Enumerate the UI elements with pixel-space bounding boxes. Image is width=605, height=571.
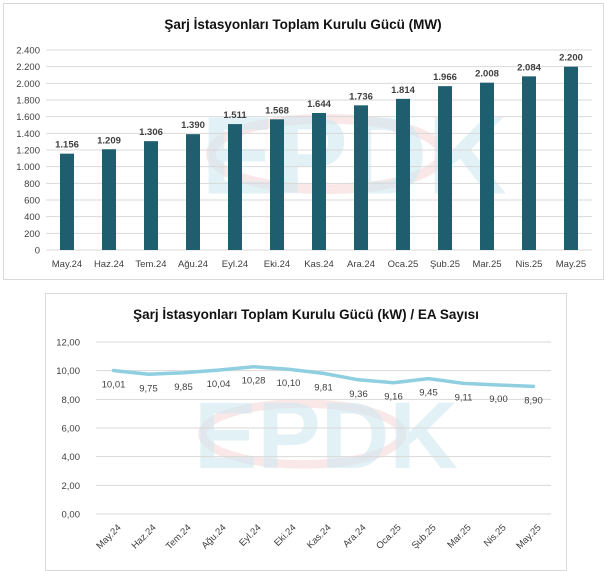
bar-value-label: 2.084 [517, 62, 541, 73]
bar-value-label: 1.390 [181, 120, 205, 131]
y-tick-label: 2.200 [16, 62, 40, 73]
x-tick-label: Şub.25 [430, 259, 460, 270]
series-line [111, 364, 536, 389]
bar-chart-svg: EPDK Şarj İstasyonları Toplam Kurulu Güc… [16, 17, 592, 270]
x-tick-label: May.24 [94, 522, 123, 551]
y-tick-label: 2,00 [62, 481, 81, 492]
bar [438, 86, 452, 251]
bar-value-label: 1.644 [307, 99, 331, 110]
point-value-label: 9,45 [419, 388, 438, 399]
y-tick-label: 2.000 [16, 79, 40, 90]
x-tick-label: May.25 [556, 259, 586, 270]
y-tick-label: 200 [24, 229, 40, 240]
y-tick-label: 1.400 [16, 129, 40, 140]
point-value-label: 9,16 [384, 392, 403, 403]
watermark-swoosh [198, 399, 407, 469]
point-value-label: 10,01 [102, 380, 126, 391]
y-tick-label: 1.800 [16, 96, 40, 107]
bar [186, 134, 200, 250]
x-tick-label: Eyl.24 [222, 259, 248, 270]
point-value-label: 9,36 [349, 389, 368, 400]
y-tick-label: 0,00 [62, 510, 81, 521]
watermark-text: EPDK [194, 383, 458, 489]
point-value-label: 10,04 [207, 379, 231, 390]
x-tick-label: Oca.25 [388, 259, 419, 270]
bar [564, 66, 578, 250]
x-tick-label: Oca.25 [374, 522, 403, 551]
x-tick-label: Ara.24 [341, 522, 369, 550]
x-tick-label: Eki.24 [264, 259, 290, 270]
point-value-label: 9,11 [455, 392, 473, 403]
point-value-label: 9,75 [139, 383, 158, 394]
bar [270, 119, 284, 250]
y-tick-label: 600 [24, 196, 40, 207]
bar-value-label: 1.156 [55, 140, 79, 151]
x-tick-label: Kas.24 [305, 522, 334, 551]
epdk-watermark: EPDK [194, 383, 458, 489]
y-tick-label: 1.000 [16, 162, 40, 173]
line-chart-svg: EPDK Şarj İstasyonları Toplam Kurulu Güc… [56, 307, 551, 552]
y-tick-label: 12,00 [56, 338, 80, 349]
y-tick-label: 2.400 [16, 46, 40, 57]
y-tick-label: 8,00 [62, 395, 81, 406]
x-tick-label: Nis.25 [482, 522, 509, 549]
x-tick-label: Ara.24 [347, 259, 375, 270]
power-per-ev-line-chart: EPDK Şarj İstasyonları Toplam Kurulu Güc… [45, 293, 567, 571]
x-tick-label: Haz.24 [94, 259, 124, 270]
y-tick-label: 10,00 [56, 366, 80, 377]
bar [228, 124, 242, 250]
point-value-label: 8,90 [524, 395, 543, 406]
point-value-label: 10,10 [277, 378, 301, 389]
y-tick-label: 1.600 [16, 112, 40, 123]
x-tick-label: Şub.25 [410, 522, 439, 551]
bar-value-label: 1.568 [265, 105, 289, 116]
bar-value-label: 1.306 [139, 127, 163, 138]
y-tick-label: 1.200 [16, 146, 40, 157]
point-value-label: 9,00 [489, 394, 508, 405]
installed-power-bar-chart: EPDK Şarj İstasyonları Toplam Kurulu Güc… [3, 3, 604, 280]
x-tick-label: Ağu.24 [178, 259, 208, 270]
bar [312, 113, 326, 250]
bar-value-label: 1.966 [433, 72, 457, 83]
bar [354, 105, 368, 250]
y-tick-label: 0 [35, 246, 40, 257]
x-tick-label: Ağu.24 [200, 522, 229, 551]
y-tick-label: 800 [24, 179, 40, 190]
bar-value-label: 1.511 [223, 110, 247, 121]
y-tick-label: 400 [24, 212, 40, 223]
point-value-label: 9,81 [314, 382, 333, 393]
y-tick-label: 6,00 [62, 424, 81, 435]
x-tick-label: Eki.24 [272, 522, 298, 548]
bar [480, 82, 494, 251]
x-tick-label: Kas.24 [304, 259, 334, 270]
bar [144, 141, 158, 250]
bar-value-label: 1.209 [97, 135, 121, 146]
x-tick-label: Haz.24 [130, 522, 159, 551]
x-tick-label: Eyl.24 [237, 522, 263, 548]
x-tick-label: Mar.25 [472, 259, 501, 270]
bar-value-label: 1.736 [349, 91, 373, 102]
point-value-label: 10,28 [242, 376, 266, 387]
bar [396, 98, 410, 250]
point-value-label: 9,85 [174, 382, 193, 393]
x-tick-label: May.24 [52, 259, 82, 270]
x-tick-label: May.25 [514, 522, 543, 551]
x-tick-label: Tem.24 [164, 522, 194, 552]
x-tick-label: Mar.25 [445, 522, 473, 550]
bar-chart-title: Şarj İstasyonları Toplam Kurulu Gücü (MW… [164, 17, 441, 32]
bar [60, 153, 74, 250]
x-tick-label: Tem.24 [135, 259, 166, 270]
x-tick-label: Nis.25 [516, 259, 543, 270]
bar-value-label: 2.200 [559, 53, 583, 64]
bar-value-label: 2.008 [475, 69, 499, 80]
y-tick-label: 4,00 [62, 452, 81, 463]
bar [522, 76, 536, 250]
line-chart-title: Şarj İstasyonları Toplam Kurulu Gücü (kW… [133, 307, 479, 322]
bar-value-label: 1.814 [391, 85, 415, 96]
bar [102, 149, 116, 250]
